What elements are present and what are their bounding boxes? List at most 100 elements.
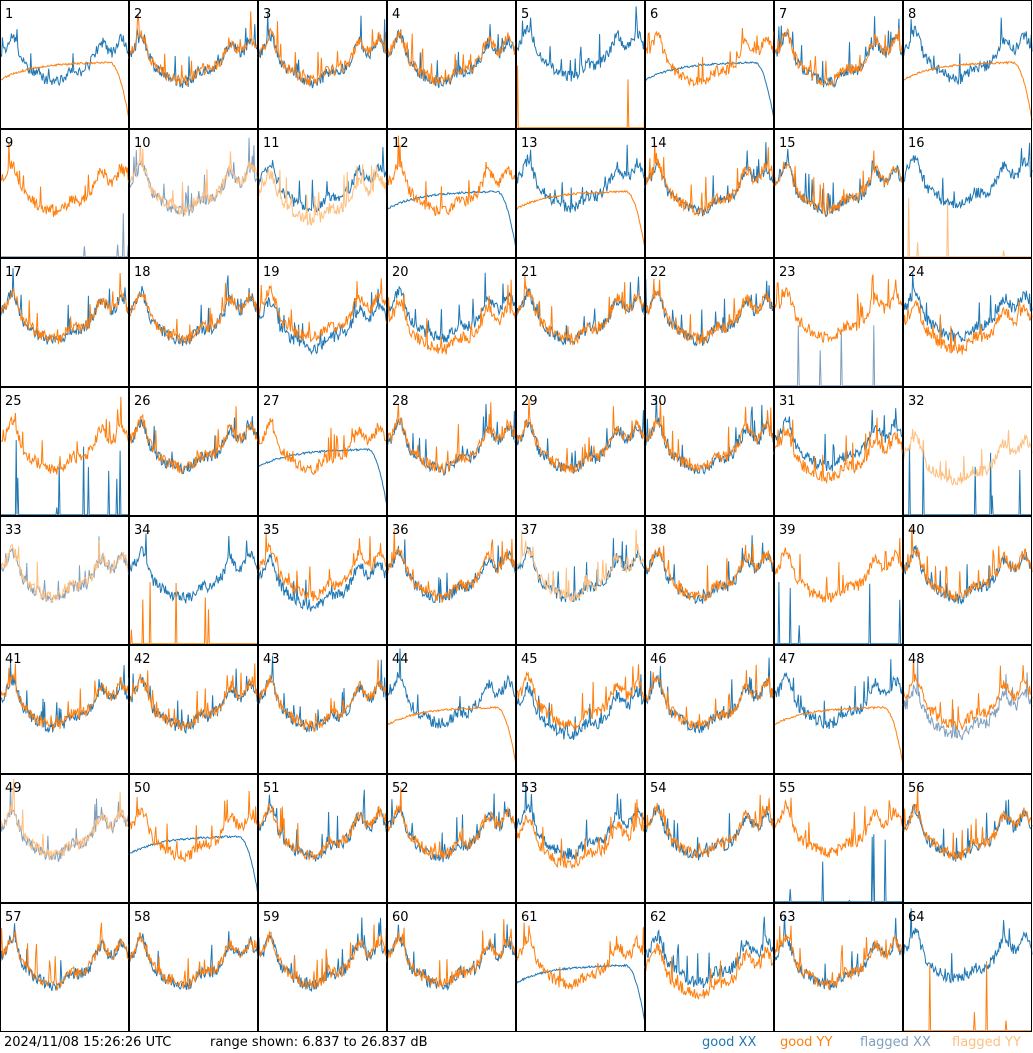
panel-frame-9	[0, 129, 129, 258]
series-yy-10	[128, 144, 259, 216]
panel-label-36: 36	[392, 523, 409, 538]
panel-39: 39	[773, 516, 904, 645]
series-yy-50	[128, 790, 259, 863]
series-yy-36	[386, 529, 517, 603]
panel-frame-27	[258, 387, 387, 516]
series-xx-24	[902, 273, 1033, 342]
panel-frame-36	[387, 516, 516, 645]
panel-28: 28	[386, 387, 517, 516]
panel-label-56: 56	[908, 781, 925, 796]
series-xx-20	[386, 272, 517, 343]
panel-label-7: 7	[779, 7, 787, 22]
panel-1: 1	[0, 0, 130, 129]
panel-label-17: 17	[5, 265, 22, 280]
panel-22: 22	[644, 258, 775, 387]
series-yy-12	[386, 135, 517, 216]
series-yy-14	[644, 142, 775, 217]
panel-20: 20	[386, 258, 517, 387]
series-yy-39	[773, 537, 904, 604]
series-yy-16	[903, 197, 1032, 258]
series-xx-61	[515, 963, 646, 1024]
panel-38: 38	[644, 516, 775, 645]
panel-label-20: 20	[392, 265, 409, 280]
panel-label-16: 16	[908, 136, 925, 151]
panel-label-40: 40	[908, 523, 925, 538]
panel-label-3: 3	[263, 7, 271, 22]
panel-57: 57	[0, 903, 130, 1032]
panel-frame-14	[645, 129, 774, 258]
panel-label-55: 55	[779, 781, 796, 796]
series-xx-8	[902, 17, 1033, 86]
panel-frame-52	[387, 774, 516, 903]
series-yy-35	[257, 532, 388, 602]
panel-label-1: 1	[5, 7, 13, 22]
series-yy-62	[644, 942, 775, 1000]
panel-frame-53	[516, 774, 645, 903]
panel-frame-19	[258, 258, 387, 387]
panel-3: 3	[257, 0, 388, 129]
panel-12: 12	[386, 129, 517, 258]
panel-46: 46	[644, 645, 775, 774]
panel-label-50: 50	[134, 781, 151, 796]
panel-label-33: 33	[5, 523, 22, 538]
series-xx-42	[128, 668, 259, 735]
series-yy-41	[0, 663, 130, 731]
panel-frame-57	[0, 903, 129, 1032]
panel-label-24: 24	[908, 265, 925, 280]
series-yy-8	[902, 60, 1033, 121]
panel-label-54: 54	[650, 781, 667, 796]
panel-frame-62	[645, 903, 774, 1032]
series-xx-47	[773, 659, 904, 729]
series-xx-58	[128, 931, 259, 991]
panel-frame-10	[129, 129, 258, 258]
series-yy-4	[386, 29, 517, 86]
series-xx-48	[902, 658, 1033, 741]
series-yy-9	[0, 141, 130, 217]
series-yy-24	[902, 299, 1033, 355]
panel-60: 60	[386, 903, 517, 1032]
series-yy-18	[128, 283, 259, 345]
series-xx-43	[257, 655, 388, 733]
panel-label-63: 63	[779, 910, 796, 925]
panel-label-2: 2	[134, 7, 142, 22]
series-xx-39	[774, 581, 903, 645]
panel-frame-64	[903, 903, 1032, 1032]
panel-frame-44	[387, 645, 516, 774]
footer-bar: 2024/11/08 15:26:26 UTC range shown: 6.8…	[0, 1033, 1033, 1053]
panel-27: 27	[257, 387, 388, 516]
panel-label-48: 48	[908, 652, 925, 667]
series-yy-47	[773, 705, 904, 766]
series-xx-19	[257, 288, 388, 356]
panel-44: 44	[386, 645, 517, 774]
panel-label-10: 10	[134, 136, 151, 151]
panel-frame-37	[516, 516, 645, 645]
series-xx-35	[257, 553, 388, 612]
panel-42: 42	[128, 645, 259, 774]
series-xx-55	[774, 834, 903, 903]
panel-label-19: 19	[263, 265, 280, 280]
panel-frame-54	[645, 774, 774, 903]
panel-label-23: 23	[779, 265, 796, 280]
panel-frame-43	[258, 645, 387, 774]
series-yy-44	[386, 705, 517, 765]
panel-label-60: 60	[392, 910, 409, 925]
panel-8: 8	[902, 0, 1033, 129]
panel-label-31: 31	[779, 394, 796, 409]
series-yy-60	[386, 919, 517, 989]
panel-label-41: 41	[5, 652, 22, 667]
panel-label-49: 49	[5, 781, 22, 796]
series-yy-46	[644, 664, 775, 730]
panel-frame-42	[129, 645, 258, 774]
panel-frame-11	[258, 129, 387, 258]
panel-frame-55	[774, 774, 903, 903]
panel-frame-63	[774, 903, 903, 1032]
panel-label-35: 35	[263, 523, 280, 538]
series-xx-23	[774, 325, 903, 387]
series-yy-21	[515, 275, 646, 346]
panel-label-28: 28	[392, 394, 409, 409]
panel-5: 5	[515, 0, 646, 129]
series-yy-13	[516, 189, 646, 251]
panel-label-51: 51	[263, 781, 280, 796]
series-yy-30	[644, 400, 775, 472]
panel-64: 64	[902, 903, 1033, 1032]
